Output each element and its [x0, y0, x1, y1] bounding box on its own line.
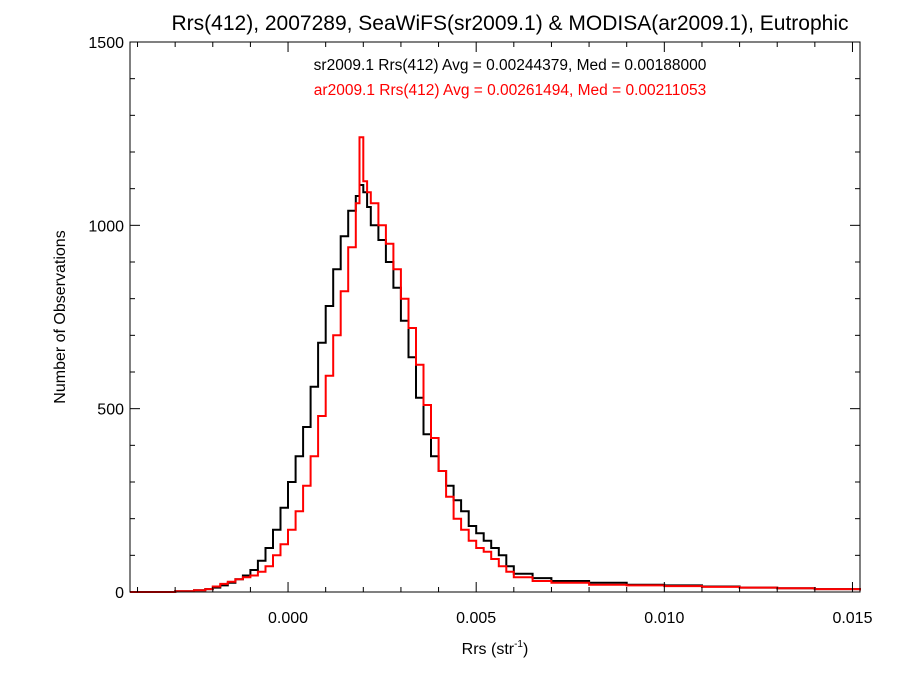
y-axis-label: Number of Observations — [52, 230, 69, 403]
x-axis-label-close: ) — [523, 641, 528, 658]
x-axis-label-text: Rrs (str — [462, 641, 515, 658]
legend-entry-sr2009: sr2009.1 Rrs(412) Avg = 0.00244379, Med … — [314, 57, 707, 74]
x-tick-label: 0.010 — [644, 610, 684, 627]
x-tick-label: 0.005 — [456, 610, 496, 627]
plot-series — [130, 136, 861, 593]
axis-ticks: 0.000 0.005 0.010 0.015 0 500 1000 1500 — [88, 35, 872, 627]
chart-title: Rrs(412), 2007289, SeaWiFS(sr2009.1) & M… — [172, 12, 849, 35]
legend-entry-ar2009: ar2009.1 Rrs(412) Avg = 0.00261494, Med … — [314, 82, 706, 99]
series-ar2009-line — [130, 136, 861, 593]
x-tick-label: 0.015 — [832, 610, 872, 627]
y-tick-label: 500 — [97, 402, 124, 419]
series-sr2009-line — [130, 184, 861, 593]
x-axis-label-superscript: -1 — [514, 639, 523, 650]
plot-frame — [129, 41, 861, 593]
y-tick-label: 1500 — [88, 35, 124, 52]
x-tick-label: 0.000 — [268, 610, 308, 627]
y-tick-label: 0 — [115, 585, 124, 602]
x-axis-label: Rrs (str-1) — [462, 639, 529, 658]
y-tick-label: 1000 — [88, 218, 124, 235]
